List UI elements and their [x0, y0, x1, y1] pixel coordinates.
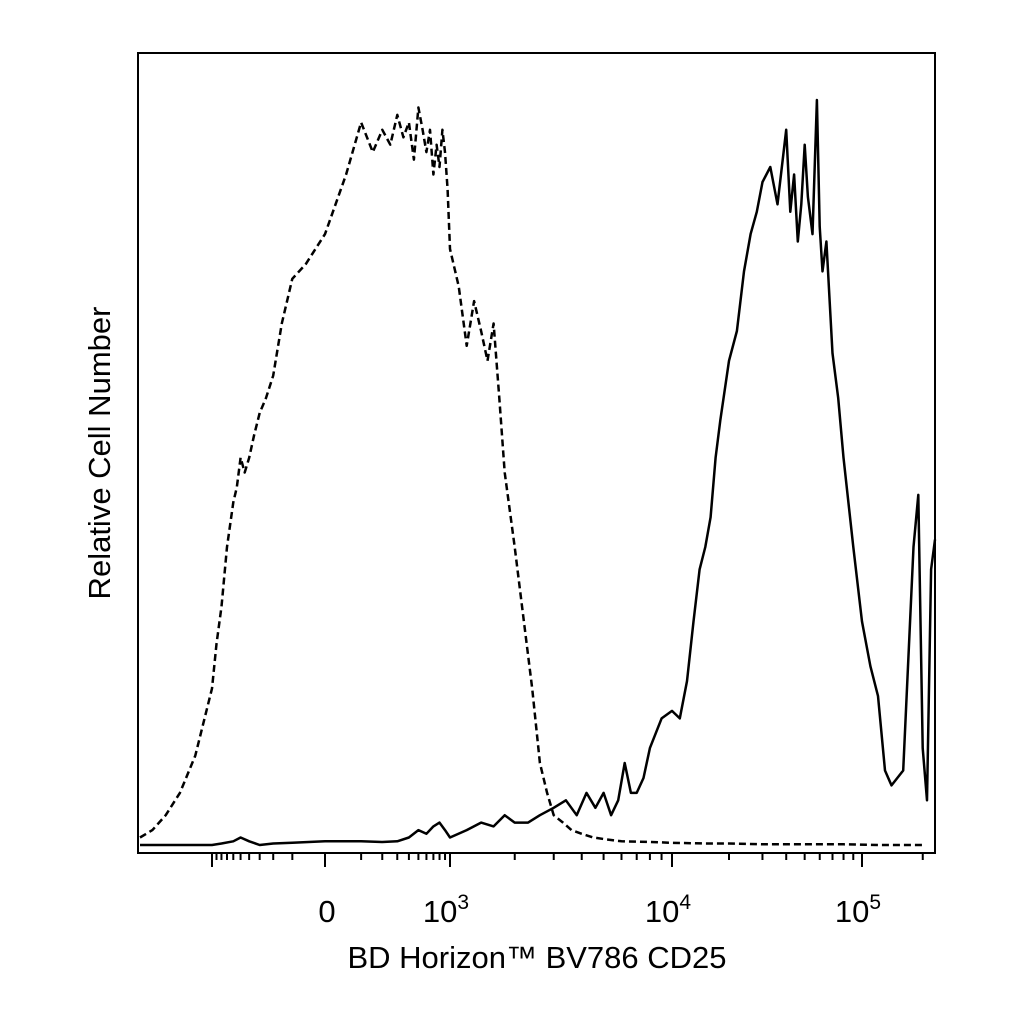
- x-axis-tick-labels: 0 103 104 105: [318, 891, 881, 929]
- x-tick-label: 103: [423, 891, 469, 929]
- x-tick-label: 104: [645, 891, 691, 929]
- x-axis-ticks: [211, 853, 924, 867]
- series-line-dashed: [139, 106, 923, 847]
- plot-frame: [137, 52, 936, 854]
- series-layer: [139, 98, 937, 847]
- x-tick-label: 0: [318, 894, 335, 929]
- series-line-solid: [140, 98, 937, 847]
- x-tick-label: 105: [835, 891, 881, 929]
- y-axis-title: Relative Cell Number: [82, 307, 117, 600]
- x-axis-title: BD Horizon™ BV786 CD25: [347, 940, 726, 975]
